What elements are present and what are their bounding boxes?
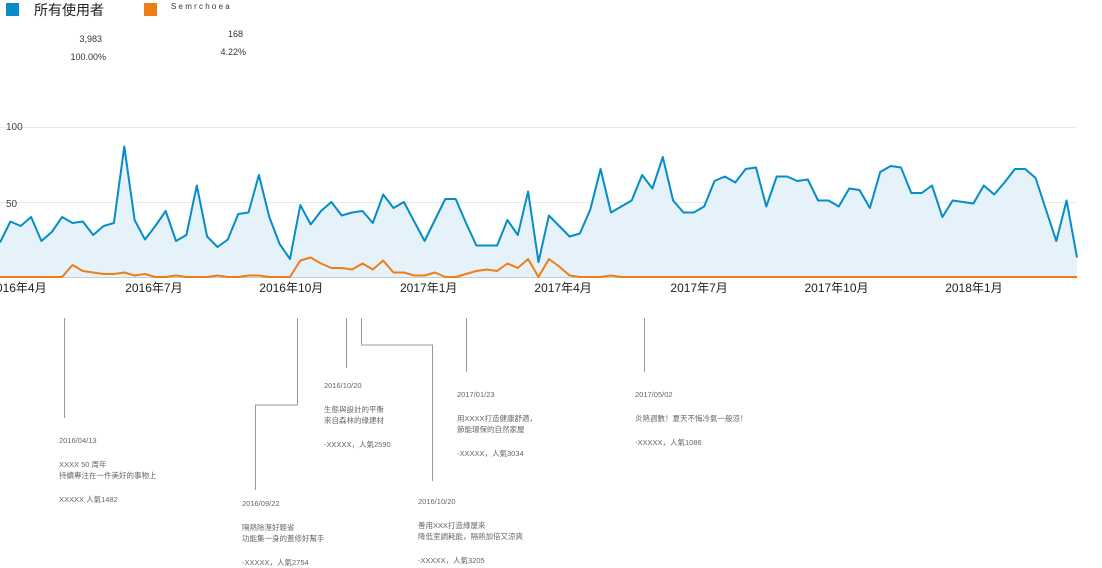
y-tick-label: 50 (6, 199, 18, 210)
annotation-date: 2016/09/22 (242, 499, 280, 508)
x-tick-label: 2016年4月 (0, 281, 47, 295)
series-total-value: 168 (227, 29, 243, 39)
annotation-author: -XXXXX，人氣1086 (635, 438, 702, 447)
annotation-author: -XXXXX，人氣2754 (242, 558, 309, 567)
annotation-author: -XXXXX，人氣3205 (418, 556, 485, 565)
annotation-line: 用XXXX打造健康舒適， (457, 414, 538, 423)
annotation-line: 隔熱除溼好輕省 (242, 523, 295, 532)
annotation-date: 2017/01/23 (457, 390, 495, 399)
series-lines (0, 145, 1078, 278)
annotation: 2016/09/22 隔熱除溼好輕省 功能集一身的蓋修好幫手 -XXXXX，人氣… (242, 498, 392, 568)
annotation-line: 來自森林的綠建材 (324, 416, 384, 425)
annotation-line: 生態與設計的平衡 (324, 405, 384, 414)
x-tick-label: 2016年10月 (259, 281, 323, 295)
x-tick-label: 2017年10月 (804, 281, 868, 295)
series-total-percent: 4.22% (220, 47, 246, 57)
series-areas (0, 146, 1077, 277)
series-area-0 (0, 146, 1077, 277)
annotation: 2017/01/23 用XXXX打造健康舒適， 節能環保的自然家屋 -XXXXX… (457, 389, 607, 459)
legend-series-name: 所有使用者 (34, 2, 104, 18)
annotation-author: -XXXXX，人氣3034 (457, 449, 524, 458)
annotation-connector (361, 318, 433, 481)
annotation-date: 2016/10/20 (418, 497, 456, 506)
x-tick-label: 2017年7月 (670, 281, 727, 295)
annotation-author: -XXXXX，人氣2590 (324, 440, 391, 449)
x-tick-label: 2017年1月 (400, 281, 457, 295)
x-tick-label: 2018年1月 (945, 281, 1002, 295)
annotation-line: 降低室調耗能，隔熱加倍又涼爽 (418, 532, 523, 541)
annotation: 2016/10/20 善用XXX打造綠屋來 降低室調耗能，隔熱加倍又涼爽 -XX… (418, 496, 568, 566)
annotation-line: 善用XXX打造綠屋來 (418, 521, 486, 530)
legend-series-name: S e m r c h o e a (171, 2, 230, 11)
line-chart: 100 50 2016年4月 2016年7月 2016年10月 2017年1月 … (0, 122, 1078, 295)
x-tick-label: 2016年7月 (125, 281, 182, 295)
annotation-date: 2016/10/20 (324, 381, 362, 390)
legend: 所有使用者 S e m r c h o e a 3,983 100.00% 16… (0, 0, 320, 70)
series-total-percent: 100.00% (70, 52, 106, 62)
annotation-line: 節能環保的自然家屋 (457, 425, 525, 434)
annotation-connector (255, 318, 298, 490)
x-axis-ticks: 2016年4月 2016年7月 2016年10月 2017年1月 2017年4月… (0, 281, 1003, 295)
series-line-1 (0, 256, 1077, 278)
annotation-date: 2016/04/13 (59, 436, 97, 445)
annotation-line: XXXX 50 周年 (59, 460, 107, 469)
legend-swatch (144, 3, 157, 16)
annotation: 2016/04/13 XXXX 50 周年 持續專注在一件美好的事物上 XXXX… (59, 435, 209, 505)
series-total-value: 3,983 (79, 34, 102, 44)
annotation-line: 功能集一身的蓋修好幫手 (242, 534, 325, 543)
annotation-line: 炎熱週數！夏天不悔冷氣一般涼！ (635, 414, 748, 423)
x-tick-label: 2017年4月 (534, 281, 591, 295)
annotation-line: 持續專注在一件美好的事物上 (59, 471, 157, 480)
annotation-date: 2017/05/02 (635, 390, 673, 399)
y-axis-ticks: 100 50 (6, 122, 23, 210)
annotation: 2017/05/02 炎熱週數！夏天不悔冷氣一般涼！ -XXXXX，人氣1086 (635, 389, 785, 448)
y-tick-label: 100 (6, 122, 23, 133)
annotation: 2016/10/20 生態與設計的平衡 來自森林的綠建材 -XXXXX，人氣25… (324, 380, 474, 450)
legend-item-semrchoea[interactable]: S e m r c h o e a (140, 0, 280, 18)
legend-swatch (6, 3, 19, 16)
legend-item-all-users[interactable]: 所有使用者 (0, 0, 140, 18)
annotation-author: XXXXX 人氣1482 (59, 495, 118, 504)
series-line-0 (0, 145, 1078, 263)
